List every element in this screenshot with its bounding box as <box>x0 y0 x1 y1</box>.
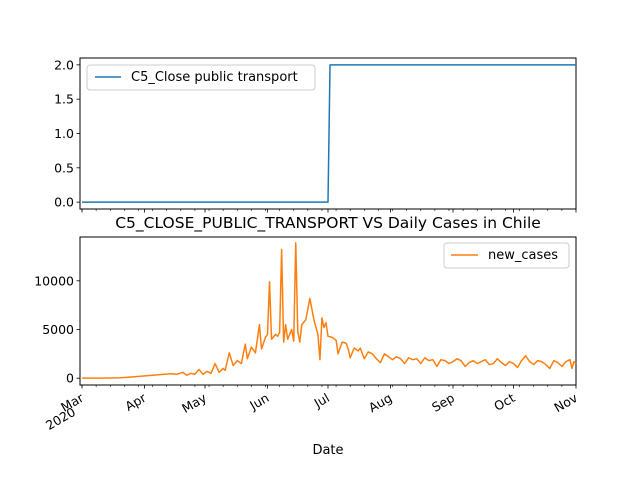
bottom-series <box>82 242 577 379</box>
bottom-legend: new_cases <box>443 242 570 269</box>
top-legend-label: C5_Close public transport <box>131 70 298 85</box>
top-x-axis <box>81 209 577 213</box>
y-tick-label: 1.5 <box>54 92 74 107</box>
series-line <box>82 64 576 203</box>
x-tick-label: Nov <box>551 390 580 415</box>
top-y-axis: 0.0 0.5 1.0 1.5 2.0 <box>54 57 80 210</box>
x-tick-label: Apr <box>122 390 149 414</box>
y-tick-label: 0 <box>66 371 74 386</box>
y-tick-label: 1.0 <box>54 126 74 141</box>
top-legend-box <box>86 64 316 91</box>
y-tick-label: 10000 <box>34 273 74 288</box>
bottom-panel: C5_CLOSE_PUBLIC_TRANSPORT VS Daily Cases… <box>34 214 580 458</box>
y-tick-label: 0.5 <box>54 160 74 175</box>
top-panel: 0.0 0.5 1.0 1.5 2.0 C5_Close public transpor… <box>54 57 577 213</box>
bottom-legend-box <box>443 242 570 269</box>
x-tick-sublabel: 2020 <box>43 404 78 433</box>
bottom-chart-title: C5_CLOSE_PUBLIC_TRANSPORT VS Daily Cases… <box>115 214 541 233</box>
x-tick-label: Sep <box>429 390 457 415</box>
x-tick-label: May <box>179 390 209 416</box>
y-tick-label: 5000 <box>42 322 74 337</box>
bottom-x-axis-label: Date <box>312 443 343 458</box>
bottom-y-axis: 0 5000 10000 <box>34 273 80 386</box>
x-tick-label: Oct <box>491 390 517 414</box>
top-series <box>82 64 576 203</box>
x-tick-label: Jul <box>311 390 332 411</box>
y-tick-label: 2.0 <box>54 57 74 72</box>
x-tick-label: Aug <box>366 390 395 415</box>
y-tick-label: 0.0 <box>54 195 74 210</box>
x-tick-label: Jun <box>246 390 271 413</box>
series-line <box>82 242 577 379</box>
top-legend: C5_Close public transport <box>86 64 316 91</box>
bottom-legend-label: new_cases <box>488 248 558 263</box>
